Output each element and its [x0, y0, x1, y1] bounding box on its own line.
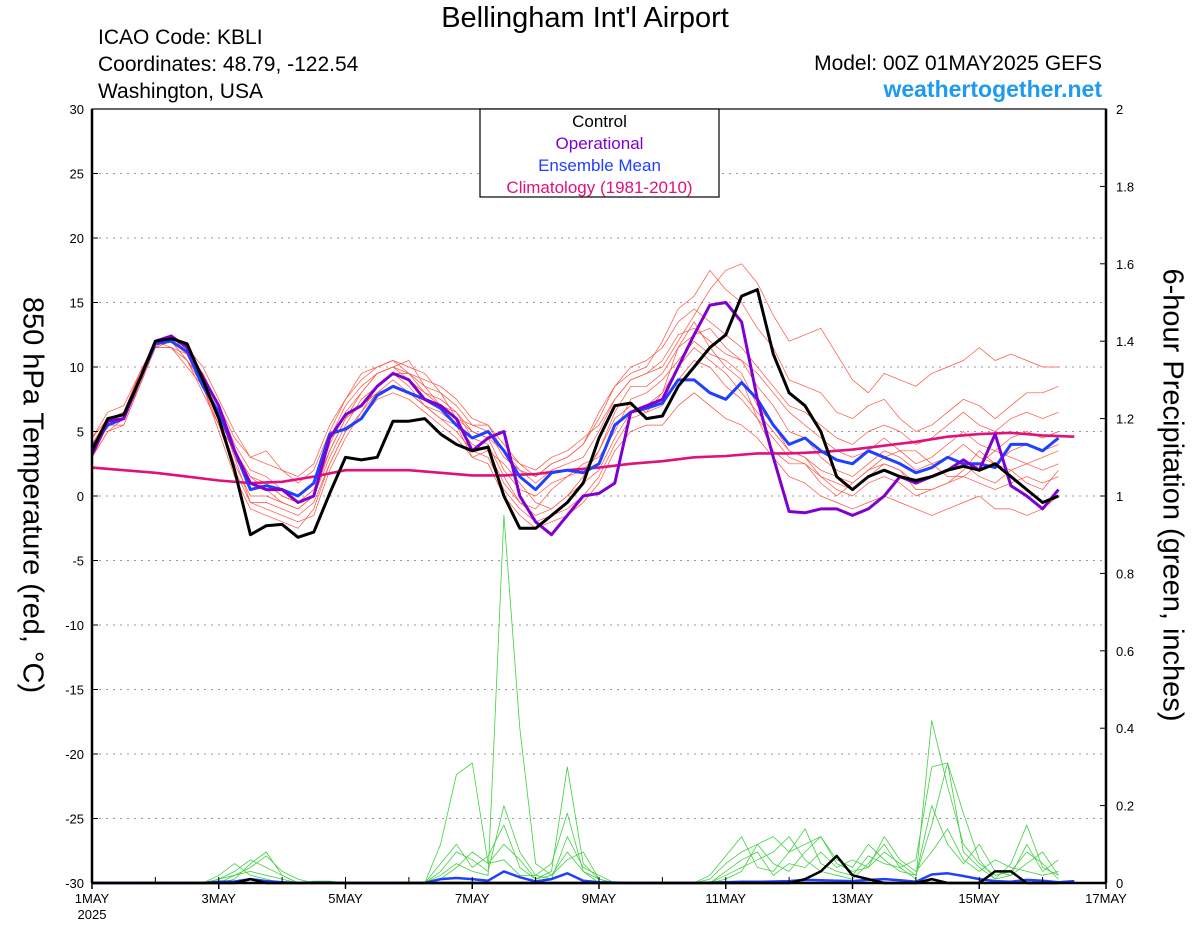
icao-code: ICAO Code: KBLI: [98, 26, 263, 49]
y-tick-label-right: 1.4: [1116, 334, 1134, 349]
legend-entry: Ensemble Mean: [538, 156, 661, 175]
y-tick-label-left: 30: [70, 102, 84, 117]
legend-entry: Operational: [556, 134, 644, 153]
x-tick-label: 15MAY: [958, 891, 1000, 906]
y-tick-label-right: 2: [1116, 102, 1123, 117]
y-tick-label-right: 0.8: [1116, 566, 1134, 581]
y-tick-label-left: 15: [70, 296, 84, 311]
temp-member-line: [91, 263, 1059, 477]
y-tick-label-left: -5: [72, 554, 84, 569]
precip-member-line: [92, 762, 1059, 884]
y-tick-label-left: 10: [70, 360, 84, 375]
y-tick-label-left: 0: [77, 489, 84, 504]
y-tick-label-left: -25: [65, 812, 84, 827]
legend-box: [479, 108, 720, 198]
coordinates: Coordinates: 48.79, -122.54: [98, 53, 359, 76]
y-tick-label-left: -15: [65, 683, 84, 698]
temp-member-line: [91, 327, 1059, 510]
precip-member-line: [92, 515, 1059, 884]
temp-ensemble-mean-line: [90, 339, 1060, 498]
y-tick-label-right: 0.6: [1116, 644, 1134, 659]
y-tick-label-left: 25: [70, 167, 84, 182]
y-tick-label-right: 1.2: [1116, 412, 1134, 427]
y-tick-label-right: 0: [1116, 876, 1123, 891]
x-tick-sublabel: 2025: [78, 907, 107, 922]
x-tick-label: 3MAY: [202, 891, 237, 906]
precip-member-line: [92, 762, 1059, 884]
y-tick-label-right: 0.2: [1116, 799, 1134, 814]
climatology-line: [91, 431, 1075, 485]
temp-member-line: [91, 347, 1059, 516]
y-tick-label-left: -30: [65, 876, 84, 891]
y-tick-label-right: 1: [1116, 489, 1123, 504]
y-tick-label-right: 1.8: [1116, 179, 1134, 194]
precip-member-line: [92, 805, 1059, 884]
temp-member-line: [91, 321, 1059, 523]
temp-operational-line: [90, 301, 1060, 537]
model-run: Model: 00Z 01MAY2025 GEFS: [814, 52, 1102, 75]
x-tick-label: 7MAY: [455, 891, 490, 906]
x-tick-label: 11MAY: [705, 891, 746, 906]
x-tick-label: 5MAY: [328, 891, 363, 906]
x-tick-label: 17MAY: [1085, 891, 1127, 906]
precip-member-line: [92, 812, 1059, 884]
x-tick-label: 13MAY: [832, 891, 874, 906]
y-tick-label-left: -10: [65, 618, 84, 633]
site-link[interactable]: weathertogether.net: [883, 76, 1102, 102]
chart-title: Bellingham Int'l Airport: [441, 2, 729, 34]
x-tick-label: 9MAY: [582, 891, 617, 906]
y-tick-label-left: 5: [77, 425, 84, 440]
location: Washington, USA: [98, 80, 263, 103]
y-tick-label-right: 0.4: [1116, 721, 1134, 736]
x-tick-label: 1MAY: [75, 891, 110, 906]
y-tick-label-left: 20: [70, 231, 84, 246]
temp-member-line: [91, 334, 1059, 529]
temp-control-line: [90, 288, 1060, 539]
y-tick-label-right: 1.6: [1116, 257, 1134, 272]
legend-entry: Control: [572, 112, 627, 131]
y-tick-label-left: -20: [65, 747, 84, 762]
temp-member-line: [91, 308, 1059, 497]
legend-entry: Climatology (1981-2010): [506, 178, 692, 197]
